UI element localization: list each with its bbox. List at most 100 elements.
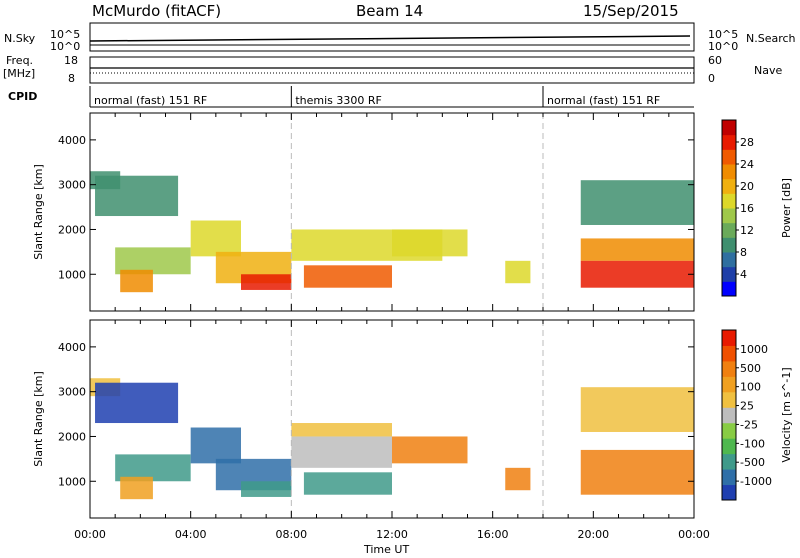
- cpid-segment-label: themis 3300 RF: [295, 94, 382, 107]
- colorbar-segment: [722, 330, 736, 346]
- x-tick-label: 20:00: [577, 528, 609, 541]
- nave-min: 0: [708, 72, 715, 85]
- colorbar-segment: [722, 422, 736, 439]
- colorbar-segment: [722, 484, 736, 501]
- colorbar-tick-label: -100: [740, 437, 765, 450]
- data-cell: [95, 175, 179, 217]
- x-tick-label: 08:00: [275, 528, 307, 541]
- freq-panel: [89, 56, 695, 84]
- colorbar-segment: [722, 360, 736, 377]
- colorbar-tick-label: -1000: [740, 475, 772, 488]
- data-cell: [303, 265, 392, 288]
- data-cell: [580, 387, 694, 432]
- data-cell: [505, 467, 531, 491]
- x-tick-label: 00:00: [74, 528, 106, 541]
- colorbar-segment: [722, 120, 736, 136]
- colorbar-tick-label: 1000: [740, 343, 768, 356]
- velocity-colorbar: 1000 500 100 25 -25 -100 -500 -1000 Velocity [m …: [721, 329, 793, 501]
- noise-panel: [89, 22, 695, 52]
- nave-label: Nave: [754, 64, 782, 77]
- colorbar-segment: [722, 281, 736, 297]
- y-tick-label: 2000: [58, 430, 86, 443]
- colorbar-tick-label: 100: [740, 381, 761, 394]
- colorbar-segment: [722, 149, 736, 165]
- colorbar-tick-label: 4: [740, 268, 747, 281]
- y-axis-title: Slant Range [km]: [32, 371, 45, 467]
- y-tick-label: 3000: [58, 386, 86, 399]
- nsearch-max: 10^5: [708, 28, 738, 41]
- colorbar-tick-label: 8: [740, 246, 747, 259]
- cpid-label: CPID: [8, 90, 37, 103]
- colorbar-segment: [722, 266, 736, 282]
- data-cell: [580, 180, 694, 225]
- colorbar-tick-label: 28: [740, 136, 754, 149]
- colorbar-tick-label: 25: [740, 400, 754, 413]
- colorbar-tick-label: 500: [740, 362, 761, 375]
- y-tick-label: 2000: [58, 223, 86, 236]
- colorbar-title: Power [dB]: [780, 178, 793, 238]
- colorbar-segment: [722, 178, 736, 194]
- x-tick-label: 04:00: [175, 528, 207, 541]
- colorbar-segment: [722, 345, 736, 362]
- data-cell: [190, 220, 241, 257]
- x-tick-label: 16:00: [477, 528, 509, 541]
- colorbar-tick-label: -25: [740, 418, 758, 431]
- data-cell: [580, 238, 694, 261]
- data-cell: [190, 427, 241, 464]
- power-panel: 1000 2000 3000 4000 Slant Range [km]: [32, 112, 695, 312]
- velocity-panel: 1000 2000 3000 4000 Slant Range [km]: [32, 319, 695, 519]
- nsearch-label: N.Search: [746, 32, 796, 45]
- y-tick-label: 3000: [58, 179, 86, 192]
- colorbar-segment: [722, 438, 736, 455]
- data-cell: [241, 481, 292, 497]
- colorbar-tick-label: 20: [740, 180, 754, 193]
- y-tick-label: 4000: [58, 341, 86, 354]
- colorbar-segment: [722, 208, 736, 224]
- y-tick-label: 4000: [58, 134, 86, 147]
- x-axis-title: Time UT: [363, 543, 409, 554]
- colorbar-segment: [722, 222, 736, 238]
- freq-label: Freq.: [6, 54, 33, 67]
- data-cell: [505, 260, 531, 284]
- cpid-segment-label: normal (fast) 151 RF: [94, 94, 207, 107]
- data-cell: [392, 229, 468, 257]
- y-tick-label: 1000: [58, 268, 86, 281]
- date-title: 15/Sep/2015: [583, 2, 679, 20]
- colorbar-tick-label: -500: [740, 456, 765, 469]
- nsky-max: 10^5: [50, 28, 80, 41]
- data-cell: [120, 476, 153, 500]
- data-cell: [291, 436, 392, 468]
- station-title: McMurdo (fitACF): [92, 2, 221, 20]
- x-tick-label: 00:00: [678, 528, 710, 541]
- cpid-segment-label: normal (fast) 151 RF: [547, 94, 660, 107]
- data-cell: [95, 382, 179, 424]
- colorbar-segment: [722, 237, 736, 253]
- data-cell: [120, 269, 153, 293]
- data-cell: [392, 436, 468, 464]
- freq-max: 18: [64, 54, 78, 67]
- colorbar-segment: [722, 252, 736, 268]
- colorbar-segment: [722, 164, 736, 180]
- colorbar-segment: [722, 134, 736, 150]
- colorbar-segment: [722, 407, 736, 424]
- power-colorbar: 4 8 12 16 20 24 28 Power [dB]: [721, 119, 793, 297]
- nsearch-min: 10^0: [708, 40, 738, 53]
- colorbar-segment: [722, 469, 736, 486]
- colorbar-frame: [721, 329, 737, 501]
- cpid-strip: normal (fast) 151 RF themis 3300 RF normal…: [89, 86, 694, 108]
- colorbar-tick-label: 24: [740, 158, 754, 171]
- nsky-label: N.Sky: [4, 32, 36, 45]
- y-tick-label: 1000: [58, 475, 86, 488]
- data-cell: [241, 274, 292, 290]
- colorbar-segment: [722, 391, 736, 408]
- colorbar-segment: [722, 193, 736, 209]
- y-axis-title: Slant Range [km]: [32, 164, 45, 260]
- freq-unit: [MHz]: [3, 67, 35, 80]
- nsky-min: 10^0: [50, 40, 80, 53]
- data-cell: [291, 423, 392, 437]
- x-axis: 00:00 04:00 08:00 12:00 16:00 20:00 00:00: [74, 528, 710, 541]
- colorbar-title: Velocity [m s^-1]: [780, 367, 793, 462]
- beam-title: Beam 14: [356, 2, 423, 20]
- freq-min: 8: [68, 72, 75, 85]
